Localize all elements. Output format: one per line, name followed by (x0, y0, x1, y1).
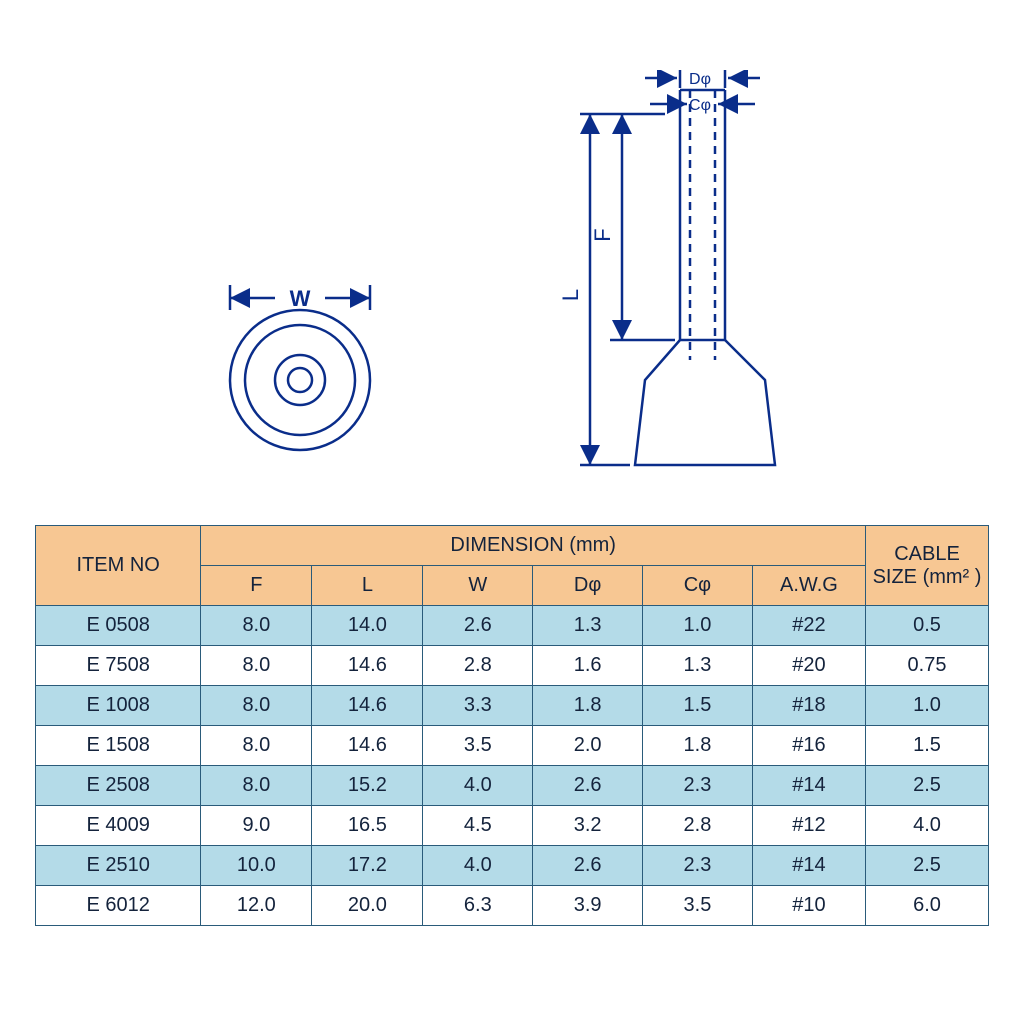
cell-d: 2.0 (533, 726, 643, 766)
cell-cable: 4.0 (866, 806, 989, 846)
cell-awg: #16 (752, 726, 865, 766)
cell-f: 8.0 (201, 686, 312, 726)
cell-f: 8.0 (201, 726, 312, 766)
cell-awg: #18 (752, 686, 865, 726)
cell-item: E 1508 (36, 726, 201, 766)
cell-item: E 7508 (36, 646, 201, 686)
cell-awg: #10 (752, 886, 865, 926)
cell-f: 12.0 (201, 886, 312, 926)
cell-cable: 0.5 (866, 606, 989, 646)
table-header: ITEM NO DIMENSION (mm) CABLE SIZE (mm² )… (36, 526, 989, 606)
cell-f: 8.0 (201, 646, 312, 686)
f-label: F (590, 228, 615, 241)
cell-d: 1.3 (533, 606, 643, 646)
table-row: E 40099.016.54.53.22.8#124.0 (36, 806, 989, 846)
cell-item: E 0508 (36, 606, 201, 646)
cell-awg: #12 (752, 806, 865, 846)
c-label: Cφ (689, 97, 711, 114)
cell-item: E 4009 (36, 806, 201, 846)
cell-l: 17.2 (312, 846, 423, 886)
cell-w: 4.0 (423, 846, 533, 886)
th-c: Cφ (643, 566, 753, 606)
cell-f: 8.0 (201, 606, 312, 646)
th-dimension-group: DIMENSION (mm) (201, 526, 866, 566)
cell-d: 3.2 (533, 806, 643, 846)
cell-c: 2.8 (643, 806, 753, 846)
technical-diagram: W (80, 70, 944, 490)
cell-l: 20.0 (312, 886, 423, 926)
th-w: W (423, 566, 533, 606)
cell-cable: 6.0 (866, 886, 989, 926)
cell-item: E 2508 (36, 766, 201, 806)
cell-item: E 2510 (36, 846, 201, 886)
th-awg: A.W.G (752, 566, 865, 606)
cell-awg: #20 (752, 646, 865, 686)
th-item-no: ITEM NO (36, 526, 201, 606)
cell-item: E 1008 (36, 686, 201, 726)
cell-w: 4.0 (423, 766, 533, 806)
cell-d: 2.6 (533, 766, 643, 806)
cell-c: 1.3 (643, 646, 753, 686)
d-label: Dφ (689, 71, 711, 88)
table-row: E 601212.020.06.33.93.5#106.0 (36, 886, 989, 926)
cell-awg: #14 (752, 766, 865, 806)
cell-w: 3.5 (423, 726, 533, 766)
cell-c: 3.5 (643, 886, 753, 926)
cell-l: 14.6 (312, 646, 423, 686)
cell-l: 14.0 (312, 606, 423, 646)
cell-d: 3.9 (533, 886, 643, 926)
cell-l: 15.2 (312, 766, 423, 806)
cell-w: 3.3 (423, 686, 533, 726)
table-row: E 75088.014.62.81.61.3#200.75 (36, 646, 989, 686)
cell-f: 9.0 (201, 806, 312, 846)
l-label: L (558, 289, 583, 301)
th-l: L (312, 566, 423, 606)
cell-c: 1.5 (643, 686, 753, 726)
table-row: E 25088.015.24.02.62.3#142.5 (36, 766, 989, 806)
cell-cable: 2.5 (866, 846, 989, 886)
cell-item: E 6012 (36, 886, 201, 926)
cell-f: 8.0 (201, 766, 312, 806)
cell-w: 2.6 (423, 606, 533, 646)
cell-c: 2.3 (643, 766, 753, 806)
th-d: Dφ (533, 566, 643, 606)
table-row: E 10088.014.63.31.81.5#181.0 (36, 686, 989, 726)
table-row: E 15088.014.63.52.01.8#161.5 (36, 726, 989, 766)
cell-d: 1.6 (533, 646, 643, 686)
cell-cable: 1.5 (866, 726, 989, 766)
cell-awg: #22 (752, 606, 865, 646)
diagram-svg: W (80, 70, 944, 490)
cell-w: 2.8 (423, 646, 533, 686)
cell-d: 2.6 (533, 846, 643, 886)
cell-cable: 2.5 (866, 766, 989, 806)
side-view-icon: Dφ Cφ L F (558, 70, 775, 465)
cell-cable: 1.0 (866, 686, 989, 726)
top-view-icon: W (230, 285, 370, 450)
cell-f: 10.0 (201, 846, 312, 886)
cell-d: 1.8 (533, 686, 643, 726)
cell-cable: 0.75 (866, 646, 989, 686)
cell-l: 16.5 (312, 806, 423, 846)
cell-l: 14.6 (312, 686, 423, 726)
cell-c: 2.3 (643, 846, 753, 886)
table-row: E 05088.014.02.61.31.0#220.5 (36, 606, 989, 646)
cell-awg: #14 (752, 846, 865, 886)
spec-table: ITEM NO DIMENSION (mm) CABLE SIZE (mm² )… (35, 525, 989, 926)
th-cable-size: CABLE SIZE (mm² ) (866, 526, 989, 606)
cell-l: 14.6 (312, 726, 423, 766)
cell-w: 4.5 (423, 806, 533, 846)
cell-w: 6.3 (423, 886, 533, 926)
cell-c: 1.0 (643, 606, 753, 646)
page: W (0, 0, 1024, 1024)
table-body: E 05088.014.02.61.31.0#220.5E 75088.014.… (36, 606, 989, 926)
table-row: E 251010.017.24.02.62.3#142.5 (36, 846, 989, 886)
w-label: W (290, 286, 311, 311)
th-f: F (201, 566, 312, 606)
cell-c: 1.8 (643, 726, 753, 766)
